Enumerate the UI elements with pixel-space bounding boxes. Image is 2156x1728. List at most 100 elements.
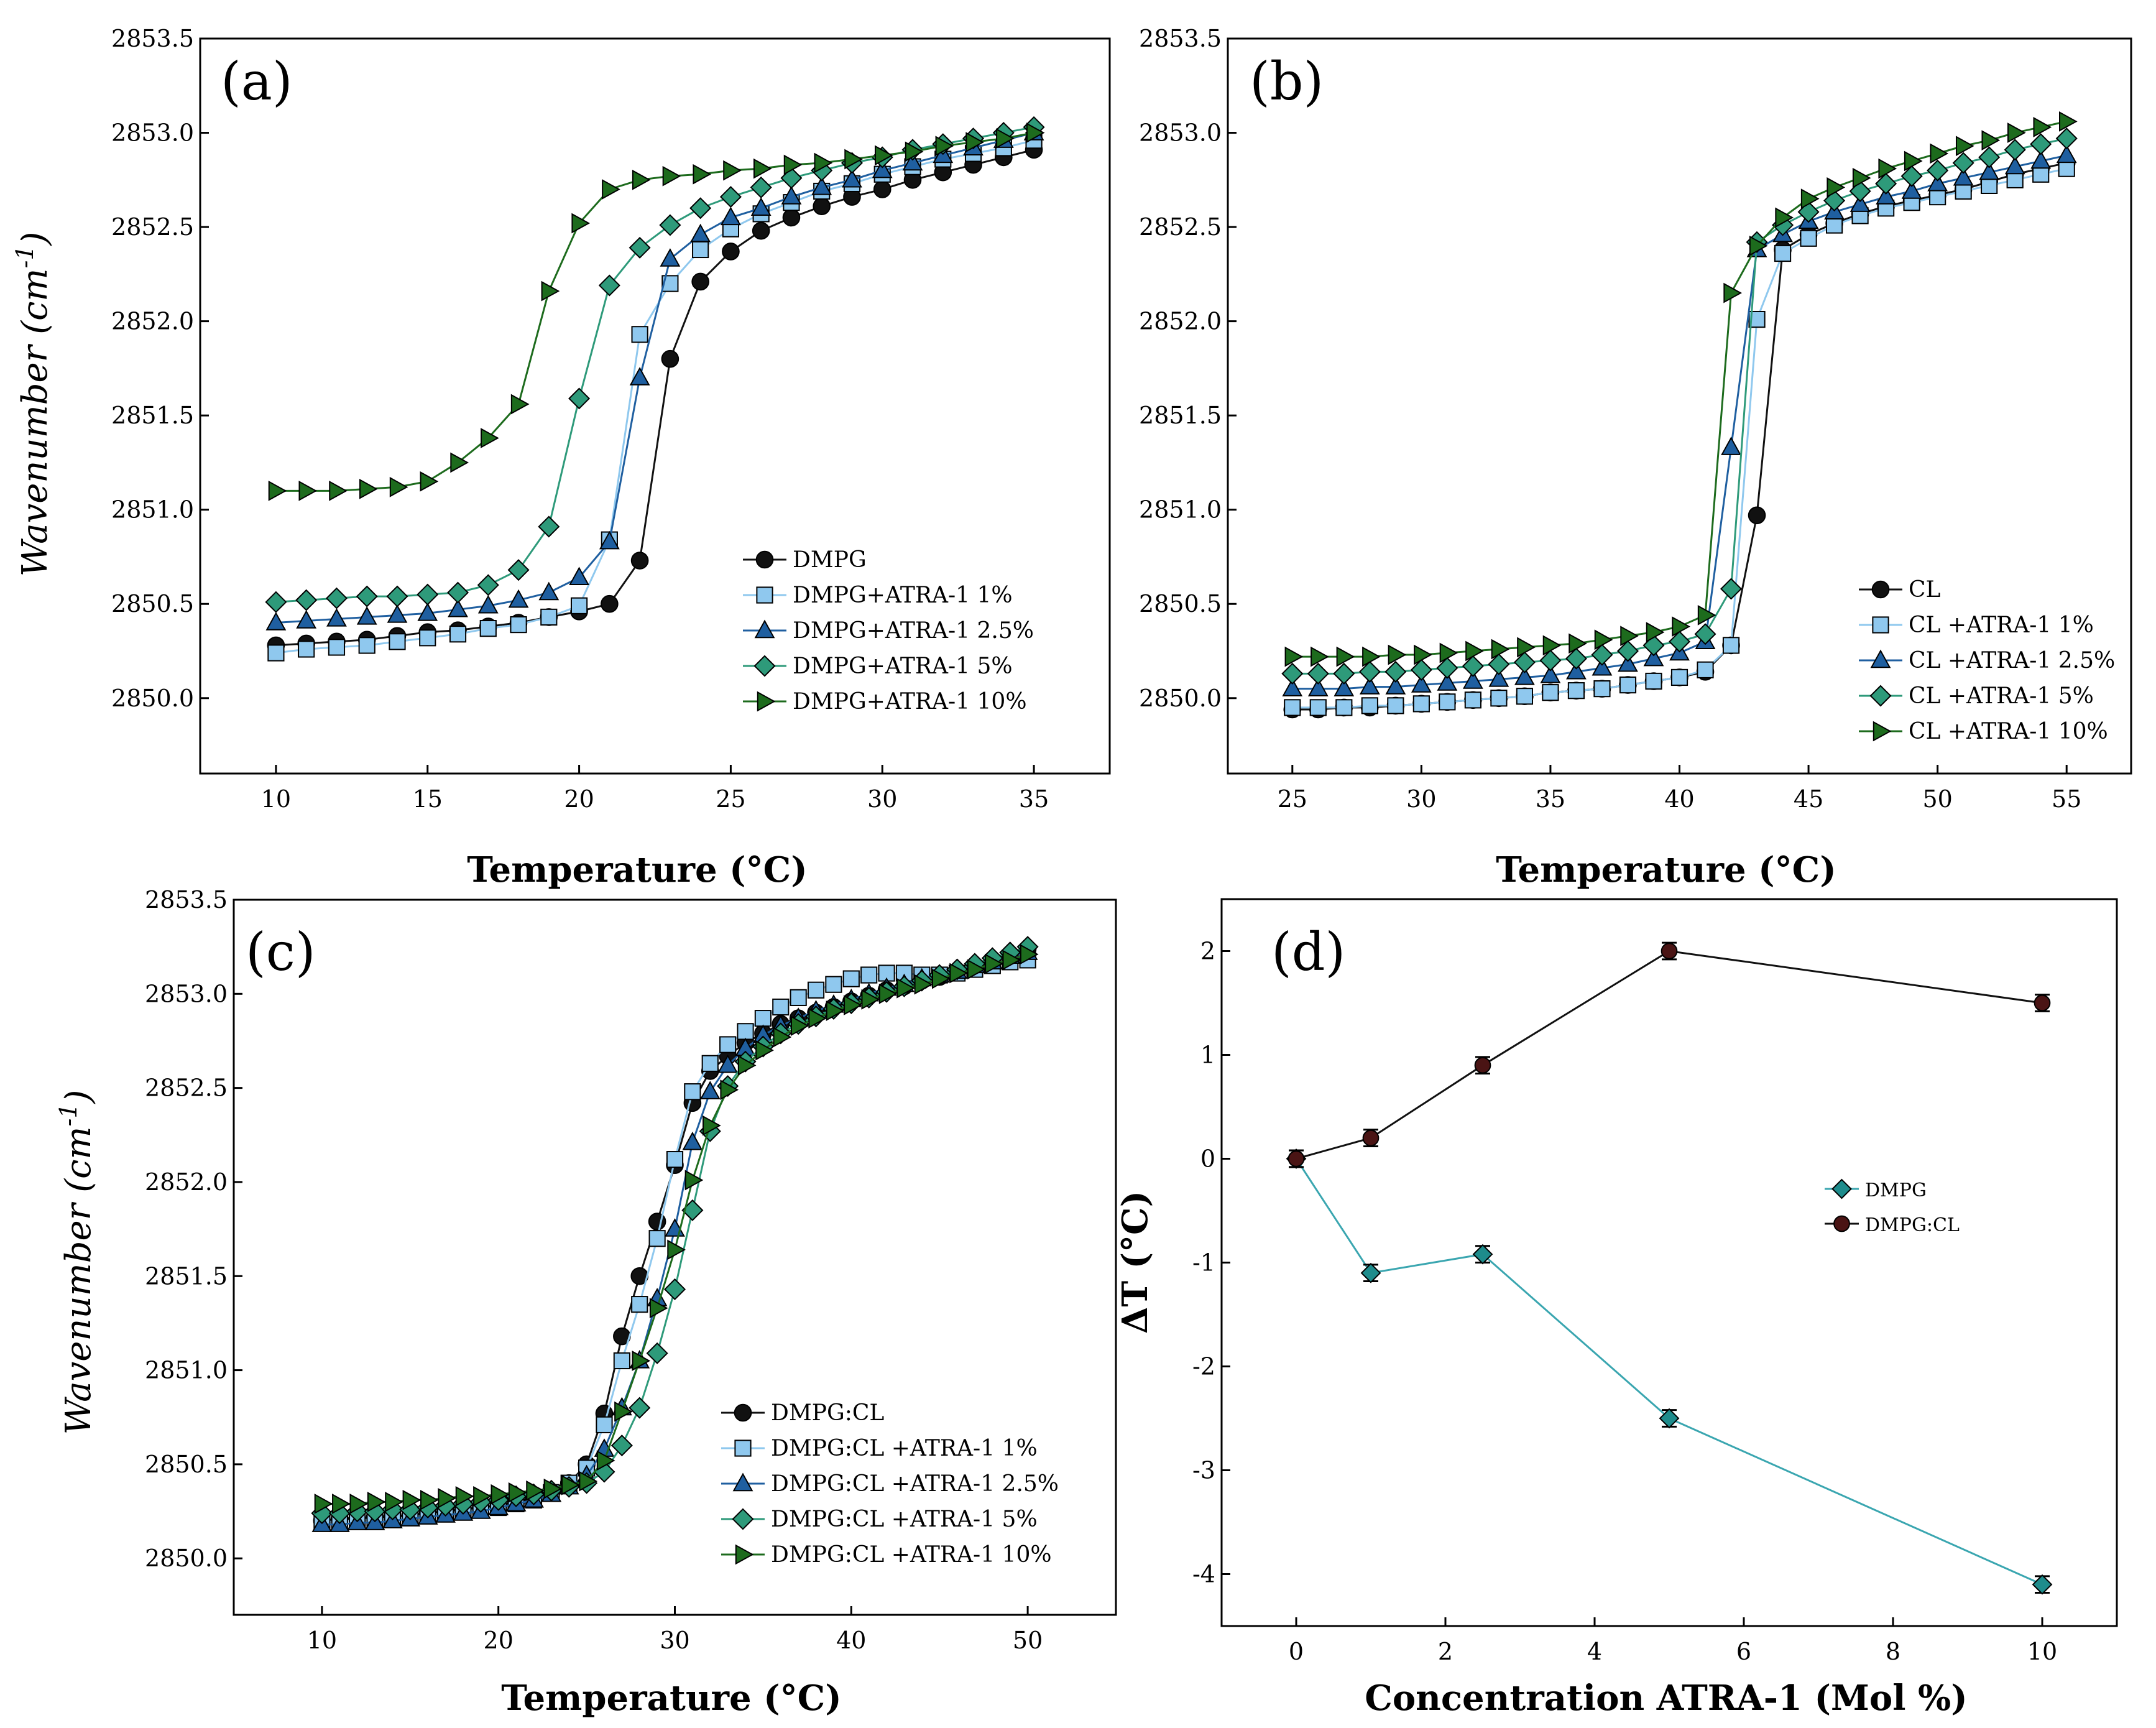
data-point: [1387, 697, 1404, 714]
legend-entry: DMPG+ATRA-1 5%: [743, 654, 1013, 679]
legend-entry: DMPG:CL +ATRA-1 10%: [721, 1542, 1052, 1568]
legend-label: DMPG: [793, 547, 867, 573]
x-tick-label: 4: [1587, 1638, 1602, 1665]
data-point: [1670, 668, 1688, 686]
data-point: [1411, 674, 1432, 693]
x-tick-label: 15: [413, 785, 443, 813]
data-point: [359, 478, 378, 499]
data-point: [1775, 207, 1794, 228]
data-point: [455, 1485, 474, 1507]
data-point: [630, 552, 649, 570]
data-point: [298, 640, 315, 658]
legend-label: DMPG:CL +ATRA-1 10%: [771, 1542, 1052, 1568]
data-point: [691, 272, 709, 291]
series-line: [1296, 949, 2043, 1160]
data-point: [1930, 143, 1949, 164]
data-point: [659, 214, 681, 236]
plot-frame: [1220, 898, 2118, 1627]
data-point: [935, 136, 954, 157]
data-point: [772, 998, 790, 1016]
data-point: [1439, 642, 1458, 663]
legend-marker: [1869, 685, 1892, 707]
data-point: [402, 1489, 422, 1510]
data-point: [914, 974, 933, 995]
data-point: [479, 620, 497, 637]
data-point: [813, 197, 831, 216]
data-point: [356, 585, 378, 608]
data-point: [949, 963, 969, 984]
data-point: [543, 1478, 563, 1499]
y-tick-label: 2853.0: [145, 980, 228, 1007]
data-point: [783, 154, 803, 175]
data-point: [737, 1023, 754, 1040]
data-point: [1646, 622, 1665, 643]
data-point: [1643, 647, 1664, 667]
data-point: [389, 476, 408, 497]
data-point: [684, 1170, 704, 1191]
data-point: [1800, 188, 1820, 210]
series-line: [275, 132, 1034, 492]
data-point: [631, 326, 648, 343]
series-line: [275, 139, 1034, 654]
y-tick-label: -1: [1192, 1249, 1215, 1277]
series-dmpg-cl: [1288, 941, 2051, 1168]
data-point: [1591, 644, 1613, 666]
data-point: [1593, 680, 1611, 698]
data-point: [754, 1010, 772, 1027]
x-tick-label: 45: [1794, 785, 1823, 813]
data-point: [332, 1494, 351, 1514]
data-point: [753, 158, 772, 179]
data-point: [932, 968, 951, 989]
x-tick-label: 50: [1013, 1627, 1043, 1654]
data-point: [1619, 676, 1637, 694]
y-axis-label: ΔT (°C): [1115, 1191, 1156, 1334]
data-point: [1620, 626, 1639, 647]
data-point: [387, 604, 408, 623]
data-point: [538, 581, 560, 601]
x-tick-label: 10: [307, 1627, 337, 1654]
legend-marker: [734, 1403, 752, 1422]
x-tick-label: 30: [867, 785, 897, 813]
data-point: [1513, 651, 1536, 673]
legend-entry: DMPG: [743, 547, 867, 573]
data-point: [570, 597, 588, 614]
data-point: [1474, 1056, 1491, 1074]
data-point: [808, 1008, 827, 1029]
data-point: [1439, 693, 1456, 711]
legend-label: DMPG:CL: [771, 1400, 884, 1426]
data-point: [1002, 949, 1021, 971]
y-tick-label: -3: [1192, 1457, 1215, 1484]
panel-tag: (a): [221, 51, 293, 112]
data-point: [717, 1054, 739, 1073]
data-point: [367, 1492, 386, 1512]
data-point: [1284, 646, 1304, 667]
data-point: [1281, 662, 1304, 685]
series-cl-atra-1-5-: [1281, 127, 2078, 685]
data-point: [568, 387, 591, 410]
data-point: [1878, 158, 1897, 179]
x-axis-label: Temperature (°C): [501, 1678, 841, 1719]
data-point: [875, 145, 893, 166]
data-point: [1517, 637, 1536, 658]
x-tick-label: 30: [1406, 785, 1436, 813]
data-point: [1414, 644, 1432, 665]
legend-entry: CL +ATRA-1 10%: [1859, 719, 2108, 744]
panel-c: 2850.0 2850.5 2851.0 2851.5 2852.0 2852.5 2853…: [55, 886, 1117, 1719]
data-point: [1488, 653, 1510, 675]
data-point: [596, 1450, 615, 1471]
data-point: [692, 241, 709, 259]
legend-marker: [753, 655, 776, 677]
data-point: [1981, 177, 1998, 194]
data-point: [752, 221, 770, 240]
data-point: [417, 583, 439, 606]
data-point: [540, 608, 558, 626]
data-point: [2033, 117, 2052, 137]
data-point: [508, 589, 529, 608]
x-tick-label: 6: [1736, 1638, 1751, 1665]
legend-label: CL +ATRA-1 5%: [1909, 683, 2094, 709]
data-point: [701, 1055, 719, 1072]
y-tick-label: 2851.0: [111, 496, 194, 524]
legend-entry: CL +ATRA-1 5%: [1859, 683, 2094, 709]
legend-entry: CL +ATRA-1 1%: [1859, 612, 2094, 638]
x-tick-label: 35: [1019, 785, 1049, 813]
